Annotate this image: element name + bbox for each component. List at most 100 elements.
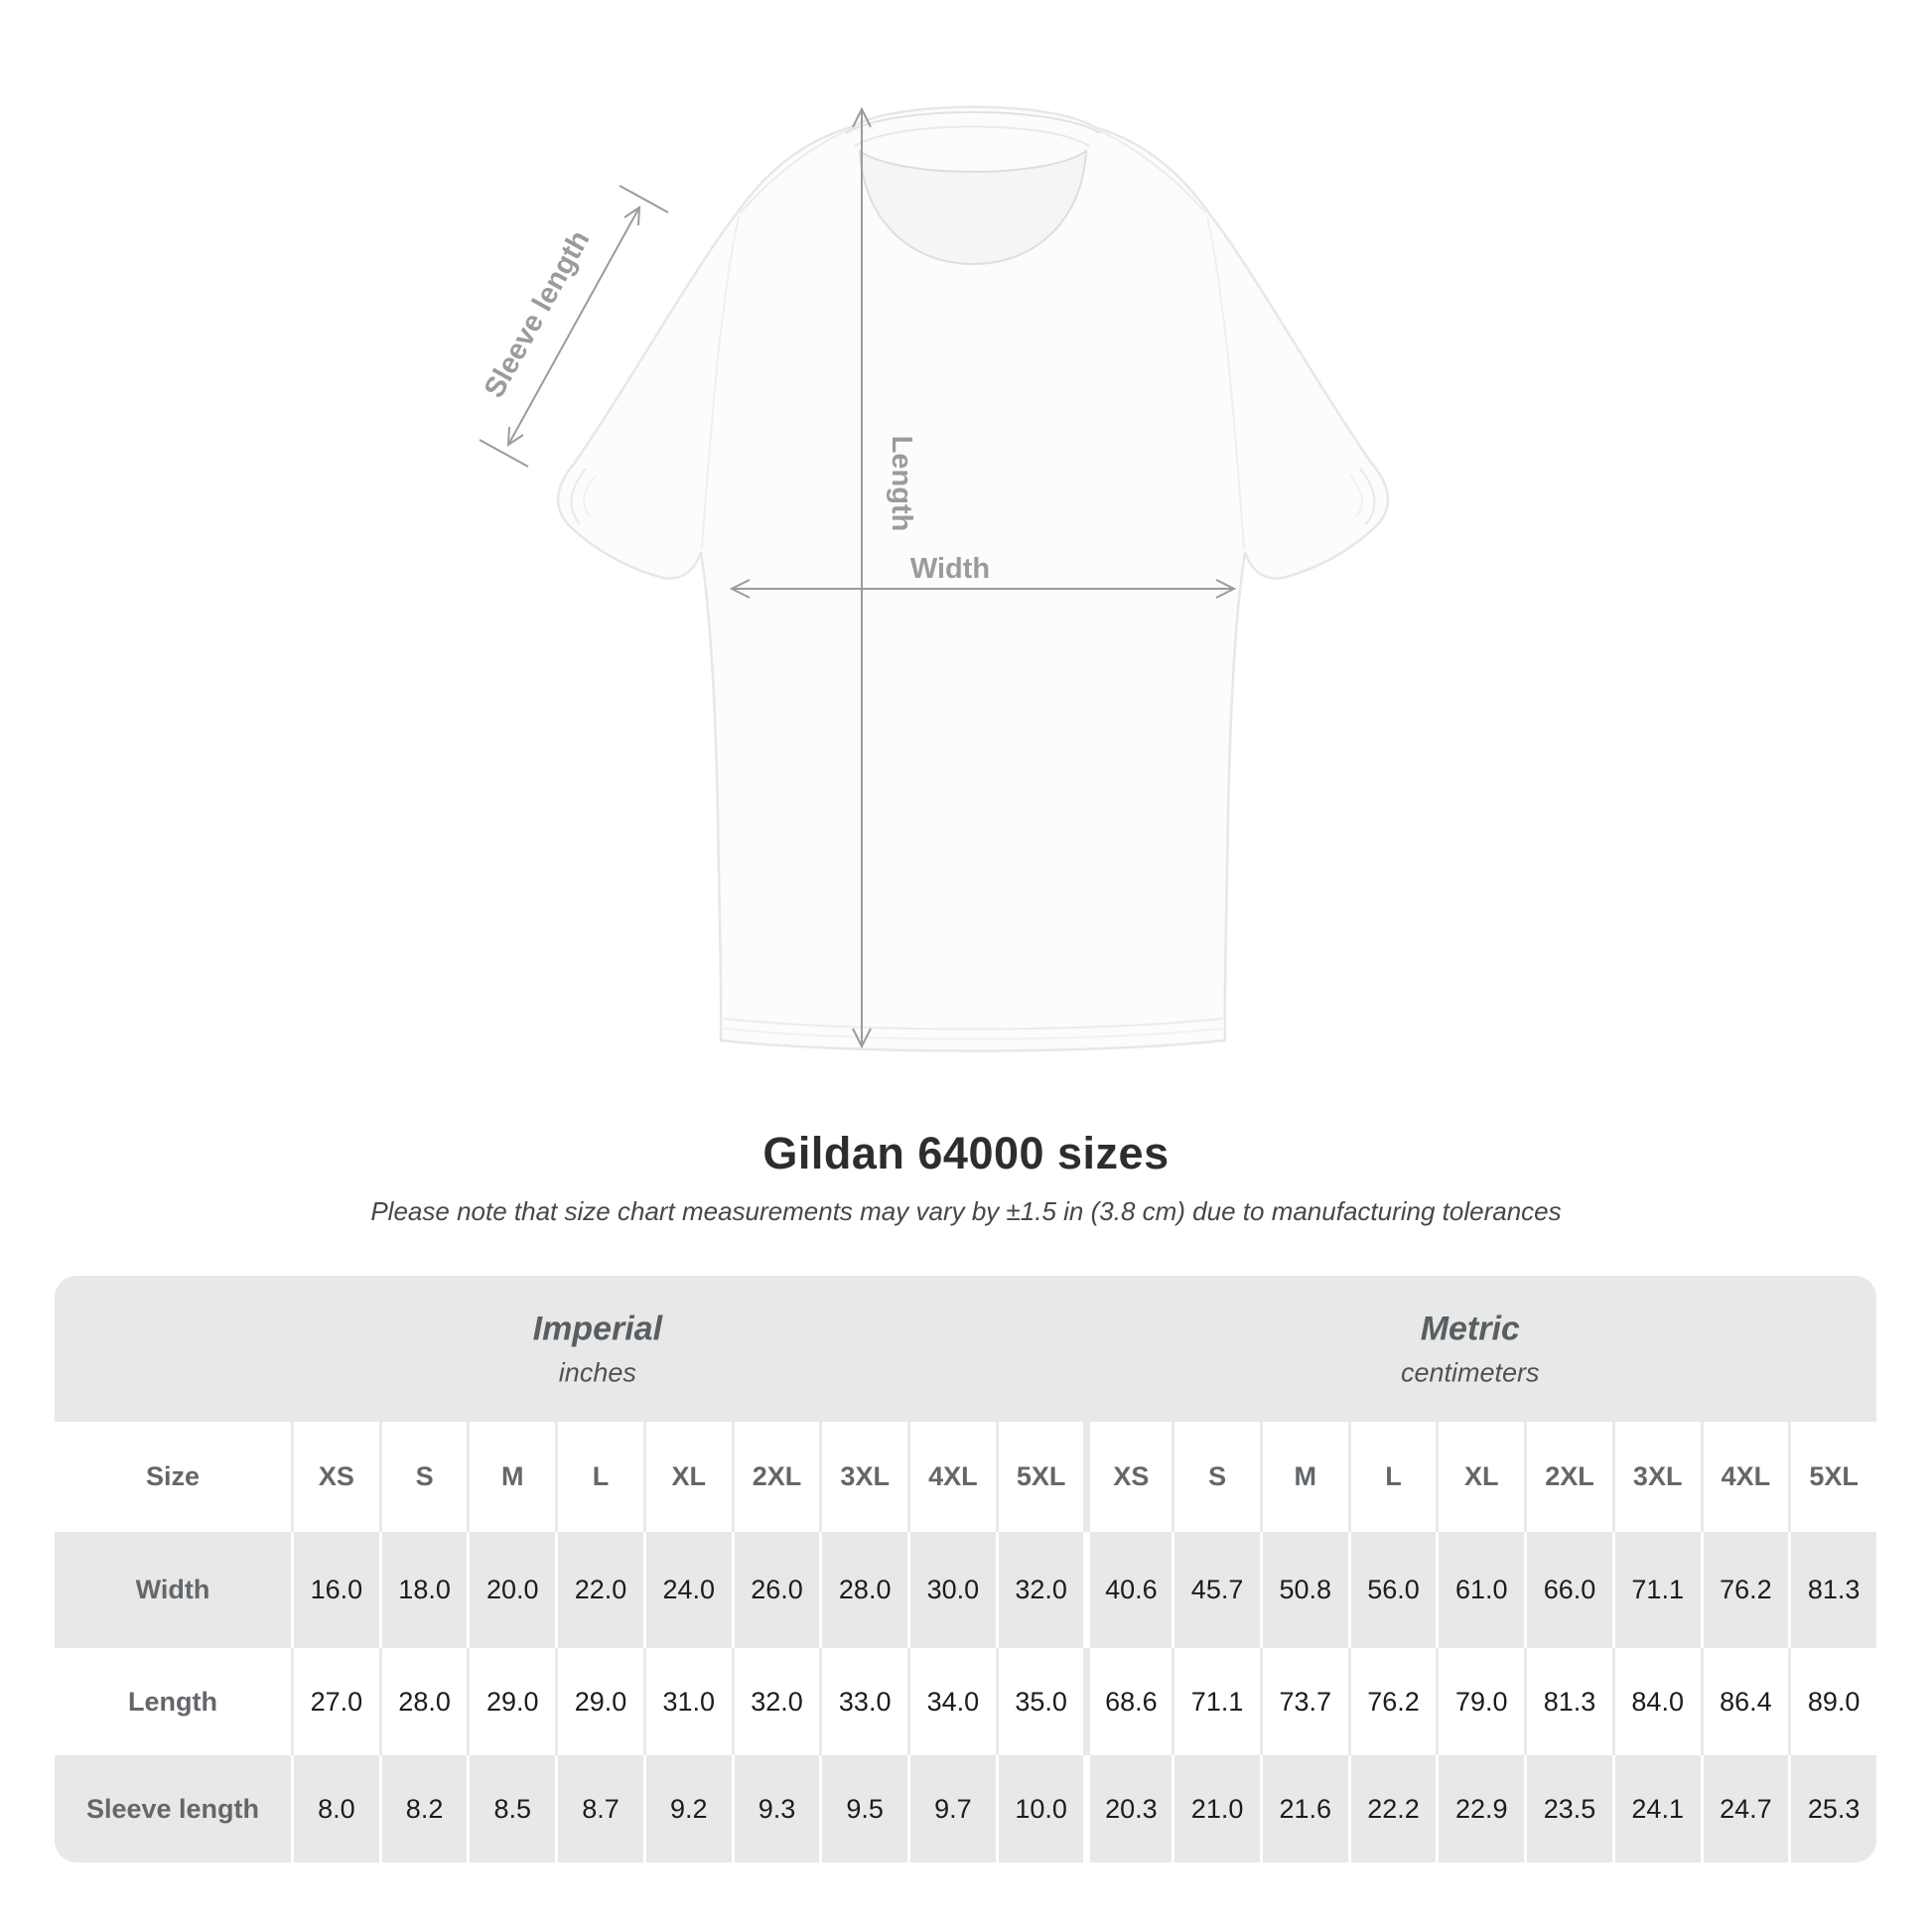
table-value-cell: 86.4 xyxy=(1700,1648,1789,1755)
size-column-header: L xyxy=(1347,1422,1437,1532)
table-value-cell: 68.6 xyxy=(1083,1648,1172,1755)
bottom-hem-stitch-2 xyxy=(723,1028,1223,1040)
size-column-header: 4XL xyxy=(907,1422,996,1532)
table-value-cell: 21.0 xyxy=(1172,1755,1260,1863)
length-dimension-line xyxy=(852,106,872,1049)
armhole-seam-right xyxy=(1206,215,1245,549)
table-value-cell: 18.0 xyxy=(378,1532,468,1648)
sleeve-hem-right-2 xyxy=(1349,475,1363,518)
size-table: Imperial inches Metric centimeters Size … xyxy=(55,1276,1876,1863)
table-value-cell: 8.5 xyxy=(467,1755,555,1863)
table-value-cell: 24.7 xyxy=(1700,1755,1789,1863)
size-column-header: XL xyxy=(1436,1422,1524,1532)
length-label: Length xyxy=(886,436,917,532)
length-row-label: Length xyxy=(128,1686,217,1717)
sleeve-hem-left xyxy=(570,468,587,525)
sleeve-hem-right xyxy=(1359,468,1376,525)
table-value-cell: 29.0 xyxy=(555,1648,643,1755)
table-value-cell: 22.2 xyxy=(1347,1755,1437,1863)
table-value-cell: 61.0 xyxy=(1436,1532,1524,1648)
metric-title: Metric xyxy=(1420,1310,1520,1347)
table-value-cell: 9.5 xyxy=(819,1755,907,1863)
table-value-cell: 28.0 xyxy=(819,1532,907,1648)
sleeve-length-label: Sleeve length xyxy=(479,225,597,403)
table-value-cell: 8.7 xyxy=(555,1755,643,1863)
table-value-cell: 76.2 xyxy=(1700,1532,1789,1648)
table-value-cell: 10.0 xyxy=(995,1755,1084,1863)
heading-block: Gildan 64000 sizes Please note that size… xyxy=(0,1128,1932,1227)
length-row: Length 27.0 28.0 29.0 29.0 31.0 32.0 33.0 34.0 3… xyxy=(55,1648,1876,1755)
table-value-cell: 34.0 xyxy=(907,1648,996,1755)
table-value-cell: 56.0 xyxy=(1347,1532,1437,1648)
size-column-header: 5XL xyxy=(1788,1422,1876,1532)
table-value-cell: 29.0 xyxy=(467,1648,555,1755)
size-column-header: L xyxy=(555,1422,643,1532)
table-value-cell: 25.3 xyxy=(1788,1755,1876,1863)
table-value-cell: 22.9 xyxy=(1436,1755,1524,1863)
tolerance-note: Please note that size chart measurements… xyxy=(370,1196,1562,1226)
table-value-cell: 9.3 xyxy=(731,1755,820,1863)
width-row-label: Width xyxy=(135,1575,210,1604)
table-value-cell: 89.0 xyxy=(1788,1648,1876,1755)
shoulder-seam-right xyxy=(1095,128,1206,213)
table-value-cell: 8.0 xyxy=(291,1755,379,1863)
sleeve-hem-left-2 xyxy=(583,475,597,518)
metric-unit: centimeters xyxy=(1401,1357,1540,1387)
sleeve-length-dimension-line xyxy=(479,185,669,468)
table-value-cell: 33.0 xyxy=(819,1648,907,1755)
table-value-cell: 50.8 xyxy=(1259,1532,1348,1648)
shoulder-seam-left xyxy=(740,128,851,213)
table-value-cell: 81.3 xyxy=(1788,1532,1876,1648)
table-value-cell: 71.1 xyxy=(1611,1532,1701,1648)
table-value-cell: 32.0 xyxy=(731,1648,820,1755)
table-value-cell: 23.5 xyxy=(1524,1755,1612,1863)
armhole-seam-left xyxy=(701,215,740,549)
table-value-cell: 9.2 xyxy=(642,1755,732,1863)
bottom-hem-stitch xyxy=(723,1018,1223,1031)
size-column-header: 2XL xyxy=(1524,1422,1612,1532)
table-value-cell: 73.7 xyxy=(1259,1648,1348,1755)
table-value-cell: 40.6 xyxy=(1083,1532,1172,1648)
width-row: Width 16.0 18.0 20.0 22.0 24.0 26.0 28.0 30.0 32… xyxy=(55,1532,1876,1648)
imperial-header-group: Imperial inches xyxy=(533,1310,662,1388)
size-row-label: Size xyxy=(145,1461,201,1491)
collar-stitch-inner xyxy=(854,125,1090,147)
table-value-cell: 8.2 xyxy=(378,1755,468,1863)
table-value-cell: 79.0 xyxy=(1436,1648,1524,1755)
page-title: Gildan 64000 sizes xyxy=(762,1128,1170,1178)
table-value-cell: 26.0 xyxy=(731,1532,820,1648)
table-value-cell: 71.1 xyxy=(1172,1648,1260,1755)
sleeve-row-label: Sleeve length xyxy=(85,1793,260,1824)
sleeve-length-row: Sleeve length 8.0 8.2 8.5 8.7 9.2 9.3 9.5 9.7 10… xyxy=(55,1755,1876,1863)
table-value-cell: 35.0 xyxy=(995,1648,1084,1755)
table-value-cell: 30.0 xyxy=(907,1532,996,1648)
size-column-header: 3XL xyxy=(819,1422,907,1532)
table-value-cell: 66.0 xyxy=(1524,1532,1612,1648)
table-value-cell: 84.0 xyxy=(1611,1648,1701,1755)
table-value-cell: 9.7 xyxy=(907,1755,996,1863)
table-header-band: Imperial inches Metric centimeters xyxy=(55,1276,1876,1422)
size-column-header: M xyxy=(467,1422,555,1532)
table-value-cell: 27.0 xyxy=(291,1648,379,1755)
table-value-cell: 32.0 xyxy=(995,1532,1084,1648)
imperial-unit: inches xyxy=(558,1357,636,1387)
table-value-cell: 20.3 xyxy=(1083,1755,1172,1863)
size-column-header: 2XL xyxy=(731,1422,820,1532)
table-value-cell: 24.1 xyxy=(1611,1755,1701,1863)
size-column-header: 5XL xyxy=(995,1422,1084,1532)
table-value-cell: 28.0 xyxy=(378,1648,468,1755)
imperial-title: Imperial xyxy=(532,1310,663,1347)
size-column-header: M xyxy=(1259,1422,1348,1532)
width-dimension-line xyxy=(729,579,1237,599)
table-value-cell: 21.6 xyxy=(1259,1755,1348,1863)
tshirt-collar-opening xyxy=(858,148,1088,266)
size-header-row: Size XS S M L XL 2XL 3XL 4XL 5XL XS S M L XL 2XL 3XL 4XL… xyxy=(55,1422,1876,1532)
size-column-header: 4XL xyxy=(1700,1422,1789,1532)
table-value-cell: 31.0 xyxy=(642,1648,732,1755)
size-column-header: XL xyxy=(642,1422,732,1532)
tshirt-body xyxy=(556,105,1390,1052)
size-column-header: XS xyxy=(1083,1422,1172,1532)
width-label: Width xyxy=(910,553,990,585)
table-value-cell: 45.7 xyxy=(1172,1532,1260,1648)
size-column-header: 3XL xyxy=(1611,1422,1701,1532)
